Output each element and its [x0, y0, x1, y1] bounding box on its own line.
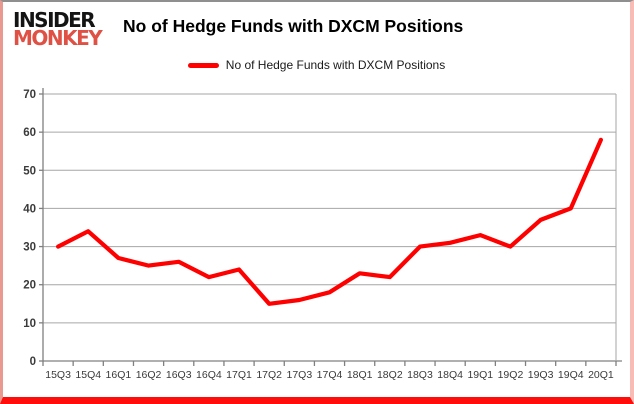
legend-line-swatch [187, 62, 219, 68]
logo-monkey-text: MONKEY [13, 26, 103, 51]
logo-insider-text: INSIDER [13, 8, 96, 32]
x-label-19Q4: 19Q4 [558, 369, 584, 381]
x-label-17Q4: 17Q4 [317, 369, 343, 381]
y-tick-label-70: 70 [23, 89, 36, 101]
x-label-18Q2: 18Q2 [377, 369, 403, 381]
x-label-16Q3: 16Q3 [166, 369, 192, 381]
x-label-16Q1: 16Q1 [106, 369, 132, 381]
y-tick-label-20: 20 [23, 280, 36, 292]
chart-title: No of Hedge Funds with DXCM Positions [123, 16, 464, 36]
x-label-19Q2: 19Q2 [498, 369, 524, 381]
x-label-15Q4: 15Q4 [75, 369, 101, 381]
x-label-20Q1: 20Q1 [588, 369, 614, 381]
x-label-18Q3: 18Q3 [407, 369, 433, 381]
x-label-17Q3: 17Q3 [286, 369, 312, 381]
insider-monkey-logo: INSIDER MONKEY [13, 8, 121, 51]
series-line-0 [55, 137, 604, 306]
x-label-18Q1: 18Q1 [347, 369, 373, 381]
x-label-18Q4: 18Q4 [437, 369, 463, 381]
x-label-15Q3: 15Q3 [45, 369, 71, 381]
x-label-19Q3: 19Q3 [528, 369, 554, 381]
legend-label: No of Hedge Funds with DXCM Positions [225, 58, 446, 72]
chart-header: INSIDER MONKEY No of Hedge Funds with DX… [11, 8, 626, 56]
y-tick-label-40: 40 [23, 203, 36, 215]
y-tick-label-0: 0 [30, 356, 36, 368]
chart-legend: No of Hedge Funds with DXCM Positions [3, 58, 630, 72]
x-label-17Q1: 17Q1 [226, 369, 252, 381]
y-tick-label-30: 30 [23, 242, 36, 254]
hedge-fund-line-chart: 0 10 20 30 40 50 60 70 15Q3 15Q4 16Q1 16Q2 16Q3 16Q4 1… [23, 88, 622, 381]
x-label-19Q1: 19Q1 [467, 369, 493, 381]
x-label-16Q4: 16Q4 [196, 369, 222, 381]
y-tick-label-50: 50 [23, 165, 36, 177]
y-tick-label-60: 60 [23, 127, 36, 139]
y-tick-label-10: 10 [23, 318, 36, 330]
x-label-16Q2: 16Q2 [136, 369, 162, 381]
x-label-17Q2: 17Q2 [256, 369, 282, 381]
